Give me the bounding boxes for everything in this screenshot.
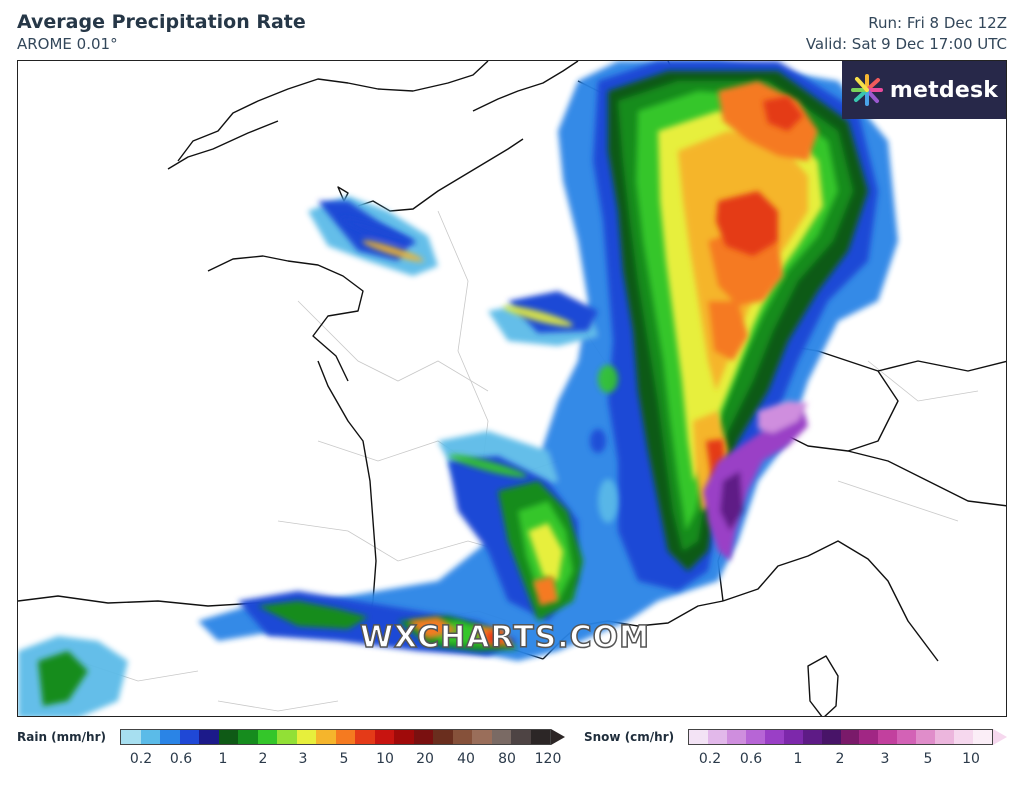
rain-scale-swatch [199, 730, 219, 744]
rain-scale-swatch [296, 730, 316, 744]
rain-tick-label: 0.6 [169, 751, 193, 767]
snow-scale-swatch [840, 730, 860, 744]
snow-tick-label: 0.2 [698, 751, 722, 767]
rain-scale-arrow [551, 729, 565, 745]
rain-tick-label: 5 [339, 751, 349, 767]
snow-color-scale [688, 729, 993, 745]
header-right: Run: Fri 8 Dec 12Z Valid: Sat 9 Dec 17:0… [806, 13, 1007, 55]
snow-scale-swatch [689, 730, 708, 744]
starburst-icon [850, 74, 883, 106]
england-coast [177, 61, 489, 162]
rain-tick-label: 2 [258, 751, 268, 767]
corsica [807, 655, 839, 716]
normandy-coast [357, 138, 524, 212]
rain-scale-swatch [374, 730, 394, 744]
snow-scale-swatch [916, 730, 936, 744]
logo-text: metdesk [889, 77, 999, 103]
snow-scale-swatch [745, 730, 765, 744]
rain-scale-swatch [257, 730, 277, 744]
snow-scale-swatch [897, 730, 917, 744]
snow-legend-label: Snow (cm/hr) [584, 730, 675, 744]
rain-scale-swatch [433, 730, 453, 744]
map-title: Average Precipitation Rate [17, 11, 306, 33]
snow-scale-swatch [726, 730, 746, 744]
snow-scale-swatch [802, 730, 822, 744]
rain-scale-swatch [335, 730, 355, 744]
snow-tick-label: 5 [923, 751, 933, 767]
rain-tick-label: 20 [416, 751, 434, 767]
rain-scale-swatch [491, 730, 511, 744]
biscay-coast [317, 360, 377, 622]
rain-scale-swatch [413, 730, 433, 744]
rain-tick-label: 0.2 [129, 751, 153, 767]
rain-scale-swatch [238, 730, 258, 744]
rain-tick-label: 1 [218, 751, 228, 767]
snow-tick-label: 3 [880, 751, 890, 767]
model-name: AROME 0.01° [17, 35, 118, 53]
brittany-coast [207, 255, 364, 382]
austria-border [877, 360, 1006, 372]
rain-scale-swatch [277, 730, 297, 744]
rain-tick-label: 120 [534, 751, 562, 767]
precipitation-map: metdesk [17, 60, 1007, 717]
liguria-coast [722, 540, 939, 662]
rain-scale-swatch [355, 730, 375, 744]
snow-scale-swatch [821, 730, 841, 744]
rain-scale-swatch [140, 730, 160, 744]
run-time: Run: Fri 8 Dec 12Z [868, 14, 1007, 32]
snow-scale-swatch [935, 730, 955, 744]
cornwall-coast [167, 120, 279, 170]
header-left: Average Precipitation Rate AROME 0.01° [17, 10, 306, 54]
snow-scale-swatch [954, 730, 974, 744]
snow-scale-swatch [783, 730, 803, 744]
rain-scale-swatch [530, 730, 550, 744]
snow-tick-label: 10 [962, 751, 980, 767]
rain-scale-swatch [121, 730, 141, 744]
rain-scale-swatch [511, 730, 531, 744]
snow-scale-swatch [878, 730, 898, 744]
watermark: WXCHARTS.COM [359, 619, 651, 656]
map-canvas [18, 61, 1006, 716]
rain-tick-label: 80 [498, 751, 516, 767]
rain-scale-swatch [218, 730, 238, 744]
snow-tick-label: 1 [793, 751, 803, 767]
valid-time: Valid: Sat 9 Dec 17:00 UTC [805, 35, 1007, 53]
rain-scale-swatch [316, 730, 336, 744]
rain-legend-label: Rain (mm/hr) [17, 730, 106, 744]
italy-north [847, 450, 1006, 507]
snow-scale-swatch [859, 730, 879, 744]
rain-scale-swatch [452, 730, 472, 744]
snow-tick-label: 0.6 [739, 751, 763, 767]
rain-scale-swatch [179, 730, 199, 744]
metdesk-logo: metdesk [842, 61, 1006, 119]
precip-snow [703, 401, 808, 561]
rain-tick-label: 10 [376, 751, 394, 767]
rain-scale-swatch [472, 730, 492, 744]
rain-color-scale [120, 729, 551, 745]
snow-scale-swatch [973, 730, 992, 744]
rain-scale-swatch [160, 730, 180, 744]
snow-scale-swatch [707, 730, 727, 744]
rain-tick-label: 3 [298, 751, 308, 767]
snow-scale-swatch [764, 730, 784, 744]
france-north-coast [472, 61, 579, 112]
precip-streaks [339, 217, 618, 523]
rain-scale-swatch [394, 730, 414, 744]
snow-scale-arrow [993, 729, 1007, 745]
rain-tick-label: 40 [457, 751, 475, 767]
snow-tick-label: 2 [835, 751, 845, 767]
